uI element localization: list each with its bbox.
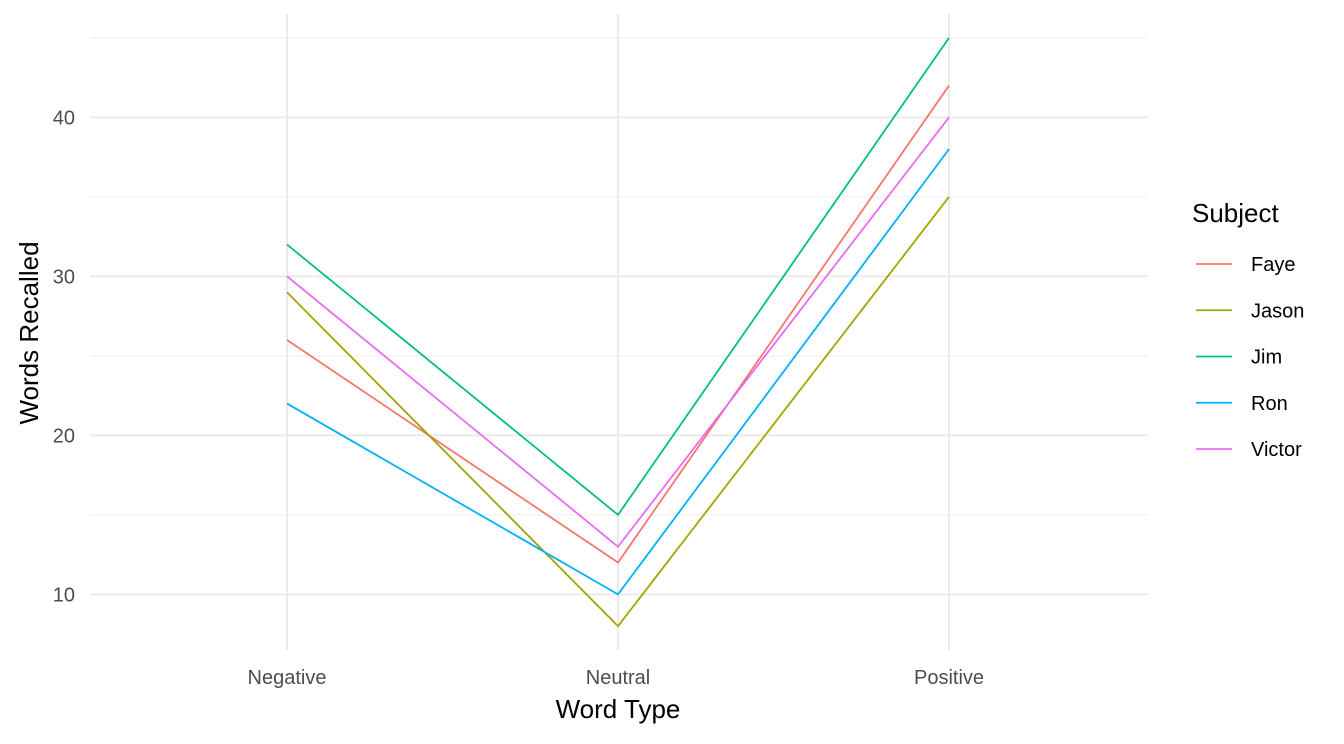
- series-line-victor: [286, 116, 950, 548]
- y-axis-ticks: 10 20 30 40: [53, 107, 75, 606]
- y-tick-label: 30: [53, 266, 75, 288]
- series-line-jason: [286, 196, 950, 628]
- legend-label: Faye: [1251, 254, 1295, 276]
- gridlines: [90, 14, 1148, 650]
- x-axis-ticks: Negative Neutral Positive: [248, 667, 984, 689]
- legend-item-ron: Ron: [1196, 393, 1288, 415]
- series-lines: [286, 37, 950, 628]
- legend-title: Subject: [1192, 198, 1279, 228]
- legend-label: Jason: [1251, 300, 1304, 322]
- series-line-faye: [286, 85, 950, 564]
- legend-item-jason: Jason: [1196, 300, 1304, 322]
- y-tick-label: 20: [53, 425, 75, 447]
- y-axis-title: Words Recalled: [14, 241, 44, 424]
- series-line-jim: [286, 37, 950, 516]
- x-axis-title: Word Type: [556, 694, 681, 724]
- x-tick-label: Neutral: [586, 667, 650, 689]
- x-tick-label: Negative: [248, 667, 327, 689]
- legend-item-jim: Jim: [1196, 347, 1282, 369]
- legend-label: Jim: [1251, 347, 1282, 369]
- y-tick-label: 10: [53, 584, 75, 606]
- legend-items: Faye Jason Jim Ron Victor: [1196, 254, 1304, 461]
- x-tick-label: Positive: [914, 667, 984, 689]
- legend-item-victor: Victor: [1196, 439, 1302, 461]
- y-tick-label: 40: [53, 107, 75, 129]
- series-line-ron: [286, 148, 950, 596]
- legend-label: Victor: [1251, 439, 1302, 461]
- legend: Subject Faye Jason Jim Ron Victor: [1192, 198, 1304, 461]
- legend-item-faye: Faye: [1196, 254, 1295, 276]
- legend-label: Ron: [1251, 393, 1288, 415]
